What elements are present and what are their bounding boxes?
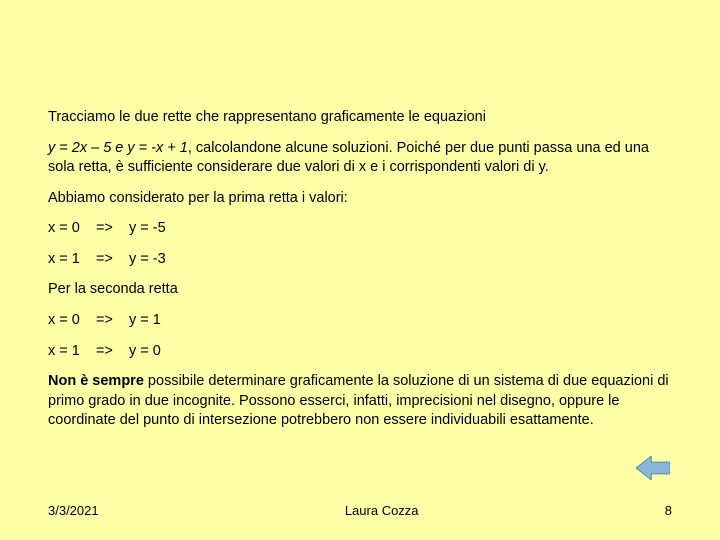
left-arrow-icon (636, 456, 670, 480)
calc-row-4: x = 1 => y = 0 (48, 342, 672, 362)
back-arrow-button[interactable] (636, 456, 670, 480)
slide-body: Tracciamo le due rette che rappresentano… (0, 0, 720, 431)
calc-row-2: x = 1 => y = -3 (48, 250, 672, 270)
slide-footer: 3/3/2021 Laura Cozza 8 (0, 503, 720, 518)
para-first-line-intro: Abbiamo considerato per la prima retta i… (48, 189, 672, 209)
para-second-line-intro: Per la seconda retta (48, 280, 672, 300)
conclusion-bold: Non è sempre (48, 373, 144, 389)
calc-row-1: x = 0 => y = -5 (48, 219, 672, 239)
equation-1: y = 2x – 5 (48, 140, 111, 156)
para-equations: y = 2x – 5 e y = -x + 1, calcolandone al… (48, 139, 672, 178)
calc-row-3: x = 0 => y = 1 (48, 311, 672, 331)
footer-page-number: 8 (665, 503, 672, 518)
footer-author: Laura Cozza (345, 503, 419, 518)
equation-2: y = -x + 1 (127, 140, 187, 156)
equation-conj: e (111, 140, 127, 156)
footer-date: 3/3/2021 (48, 503, 99, 518)
para-conclusion: Non è sempre possibile determinare grafi… (48, 372, 672, 431)
para-intro: Tracciamo le due rette che rappresentano… (48, 108, 672, 128)
